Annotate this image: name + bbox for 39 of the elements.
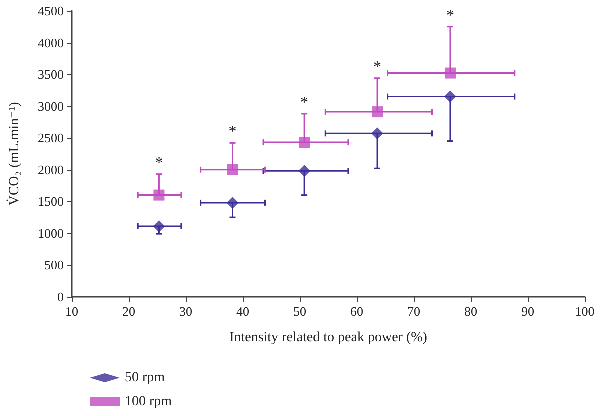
point — [444, 90, 456, 103]
y-tick-label: 1000 — [38, 226, 64, 241]
x-tick-label: 20 — [122, 304, 136, 319]
x-tick-label: 80 — [464, 304, 478, 319]
x-tick-label: 40 — [236, 304, 250, 319]
point — [299, 137, 310, 148]
annotation: * — [155, 154, 164, 172]
x-tick-label: 60 — [350, 304, 364, 319]
point — [298, 165, 311, 178]
y-tick-label: 2500 — [38, 130, 64, 146]
y-tick-label: 500 — [44, 258, 64, 273]
y-tick-label: 2000 — [38, 162, 64, 178]
x-tick-label: 90 — [522, 304, 534, 319]
annotation: * — [300, 94, 309, 112]
y-tick-label: 3000 — [38, 98, 64, 114]
annotation: * — [374, 58, 382, 76]
y-axis-title: V̇CO₂ (mL.min⁻¹) — [6, 102, 22, 206]
annotation: * — [446, 7, 454, 24]
point — [444, 68, 456, 79]
point — [372, 128, 384, 140]
x-tick-label: 30 — [180, 304, 192, 319]
x-tick-label: 10 — [66, 304, 78, 319]
legend-label: 100 rpm — [125, 394, 172, 410]
x-tick-label: 50 — [294, 304, 306, 319]
y-tick-label: 3500 — [38, 67, 64, 82]
legend-label: 50 rpm — [125, 370, 166, 386]
point — [153, 220, 166, 232]
point — [154, 190, 165, 201]
y-tick-label: 4500 — [38, 4, 64, 18]
y-tick-label: 0 — [58, 290, 64, 304]
point — [226, 196, 239, 209]
x-tick-label: 70 — [408, 304, 420, 319]
x-tick-label: 100 — [575, 304, 595, 319]
y-tick-label: 4000 — [38, 35, 64, 50]
point — [372, 106, 384, 118]
x-axis-title: Intensity related to peak power (%) — [230, 330, 428, 346]
point — [227, 164, 238, 176]
y-tick-label: 1500 — [38, 194, 64, 210]
annotation: * — [228, 124, 237, 141]
